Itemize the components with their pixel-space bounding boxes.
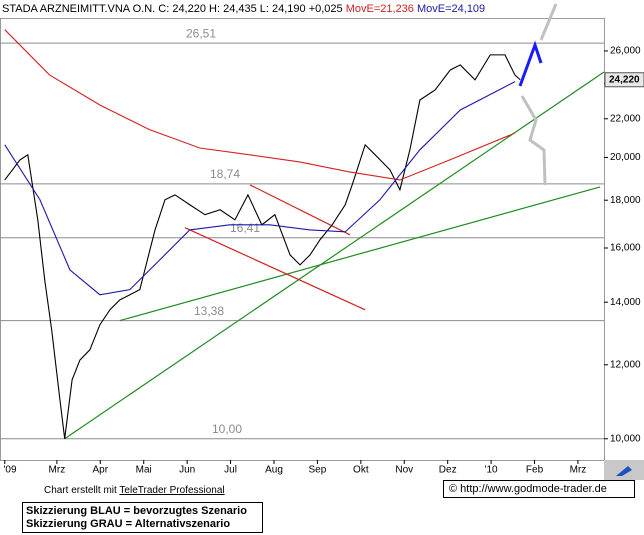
y-tick-label: 16,000 [610, 243, 641, 254]
x-tick-label: Jul [224, 465, 237, 476]
x-tick-label: Nov [395, 465, 413, 476]
last-price-box [604, 72, 644, 88]
series-line [4, 29, 516, 181]
legend-entry: MovE=24,109 [417, 3, 485, 15]
last-price-label: 24,220 [609, 74, 640, 85]
y-tick-label: 10,000 [610, 433, 641, 444]
credit-link[interactable]: TeleTrader Professional [119, 485, 224, 496]
x-tick-label: Feb [526, 465, 544, 476]
trendline [119, 186, 601, 322]
grey-scenario [520, 95, 547, 186]
level-label: 16,41 [230, 221, 260, 235]
legend-entry: MovE=21,236 [346, 3, 414, 15]
y-tick-label: 20,000 [610, 152, 641, 163]
x-tick-label: Dez [439, 465, 457, 476]
x-tick-label: Apr [93, 465, 109, 476]
credit-text: Chart erstellt mit [44, 485, 117, 496]
legend-box [22, 502, 263, 533]
grey-scenario [539, 3, 558, 41]
x-tick-label: Mrz [49, 465, 66, 476]
x-tick-label: Mai [136, 465, 152, 476]
copyright-box [443, 480, 635, 498]
y-tick-label: 22,000 [610, 113, 641, 124]
series-line [4, 81, 516, 296]
credit: Chart erstellt mit TeleTrader Profession… [44, 485, 225, 496]
x-tick-label: Aug [265, 465, 283, 476]
chart-title: STADA ARZNEIMITT.VNA O.N. C: 24,220 H: 2… [2, 3, 343, 15]
tool-icon[interactable] [616, 466, 632, 476]
x-tick-label: '09 [3, 465, 16, 476]
plot-frame [0, 18, 605, 461]
trendline [184, 227, 366, 311]
x-tick-label: '10 [485, 465, 498, 476]
x-tick-label: Sep [309, 465, 327, 476]
legend-line: Skizzierung BLAU = bevorzugtes Szenario [26, 505, 247, 517]
level-label: 18,74 [210, 167, 240, 181]
series-line [4, 54, 521, 439]
level-label: 26,51 [186, 26, 216, 40]
x-tick-label: Mrz [570, 465, 587, 476]
y-tick-label: 14,000 [610, 297, 641, 308]
copyright: © http://www.godmode-trader.de [449, 483, 607, 495]
level-label: 13,38 [194, 304, 224, 318]
x-tick-label: Jun [179, 465, 195, 476]
y-tick-label: 12,000 [610, 359, 641, 370]
y-tick-label: 18,000 [610, 195, 641, 206]
blue-scenario [518, 40, 543, 87]
y-tick-label: 26,000 [610, 46, 641, 57]
header: STADA ARZNEIMITT.VNA O.N. C: 24,220 H: 2… [2, 3, 485, 15]
x-tick-label: Okt [353, 465, 369, 476]
level-label: 10,00 [212, 422, 242, 436]
trendline [249, 184, 351, 236]
legend-line: Skizzierung GRAU = Alternativszenario [26, 518, 230, 530]
plot-area: 26,51 18,74 16,41 13,38 10,00 10,000 12,000 14,… [0, 26, 644, 476]
